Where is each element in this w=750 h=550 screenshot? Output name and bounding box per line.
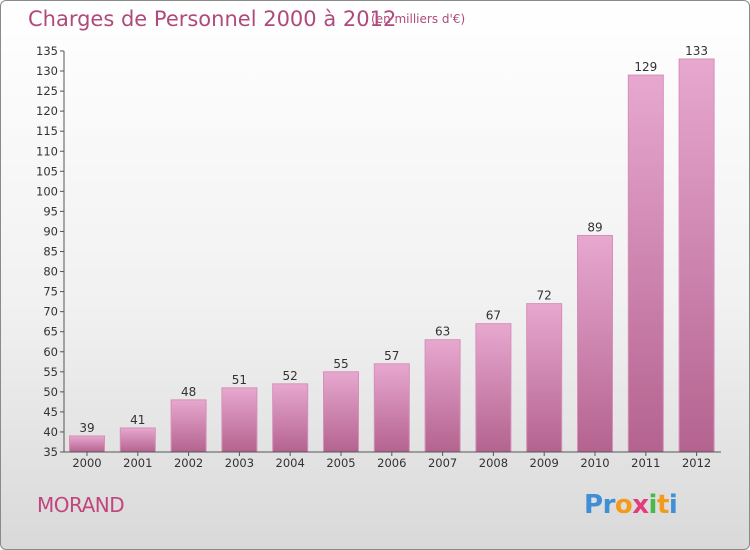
bar-value-label: 51 bbox=[232, 373, 247, 387]
y-tick-label: 90 bbox=[43, 224, 58, 238]
y-tick-label: 120 bbox=[36, 104, 58, 118]
logo-letter: t bbox=[656, 490, 669, 520]
bar-value-label: 89 bbox=[587, 220, 602, 234]
proxiti-logo[interactable]: Proxiti bbox=[584, 490, 678, 520]
bar-value-label: 55 bbox=[333, 357, 348, 371]
y-tick-label: 105 bbox=[36, 164, 58, 178]
x-tick-label: 2008 bbox=[479, 456, 508, 470]
y-tick-label: 85 bbox=[43, 245, 58, 259]
bar-2007[interactable] bbox=[424, 339, 461, 453]
y-tick-label: 110 bbox=[36, 144, 58, 158]
logo-letter: i bbox=[648, 490, 658, 520]
bar-value-label: 67 bbox=[486, 309, 501, 323]
y-tick-label: 95 bbox=[43, 204, 58, 218]
bar-value-label: 133 bbox=[685, 44, 708, 58]
bars-group: 39 41 48 51 52 55 57 63 67 72 89 129 133 bbox=[69, 44, 715, 453]
bar-2003[interactable] bbox=[221, 387, 258, 453]
x-tick-label: 2003 bbox=[225, 456, 254, 470]
y-tick-label: 135 bbox=[36, 44, 58, 58]
x-tick-label: 2005 bbox=[326, 456, 355, 470]
logo-letter: o bbox=[614, 490, 633, 520]
y-tick-label: 115 bbox=[36, 124, 58, 138]
bar-value-label: 129 bbox=[634, 60, 657, 74]
y-axis: 35 40 45 50 55 60 65 70 75 80 85 90 95 100 105 110 115 12… bbox=[36, 44, 65, 459]
logo-letter: P bbox=[584, 490, 603, 520]
y-tick-label: 130 bbox=[36, 64, 58, 78]
y-tick-label: 100 bbox=[36, 184, 58, 198]
bar-value-label: 57 bbox=[384, 349, 399, 363]
y-tick-label: 35 bbox=[43, 445, 58, 459]
unit-label: (en milliers d'€) bbox=[371, 12, 466, 26]
bar-value-label: 41 bbox=[130, 413, 145, 427]
bar-value-label: 63 bbox=[435, 325, 450, 339]
y-tick-label: 40 bbox=[43, 425, 58, 439]
y-tick-label: 125 bbox=[36, 84, 58, 98]
bar-2000[interactable] bbox=[69, 435, 105, 453]
x-tick-label: 2009 bbox=[530, 456, 559, 470]
chart-title: Charges de Personnel 2000 à 2012 bbox=[28, 7, 397, 31]
y-tick-label: 45 bbox=[43, 405, 58, 419]
bar-2001[interactable] bbox=[119, 427, 156, 453]
bar-2008[interactable] bbox=[475, 323, 512, 453]
bar-2005[interactable] bbox=[323, 371, 359, 453]
bar-2002[interactable] bbox=[170, 399, 207, 453]
x-axis: 2000 2001 2002 2003 2004 2005 2006 2007 2008 2009… bbox=[64, 451, 721, 470]
y-tick-label: 65 bbox=[43, 325, 58, 339]
bar-2004[interactable] bbox=[272, 383, 309, 453]
logo-letter: i bbox=[668, 490, 678, 520]
y-tick-label: 70 bbox=[43, 305, 58, 319]
x-tick-label: 2000 bbox=[72, 456, 101, 470]
bar-2011[interactable] bbox=[627, 74, 664, 453]
x-tick-label: 2010 bbox=[580, 456, 609, 470]
x-tick-label: 2006 bbox=[377, 456, 406, 470]
x-tick-label: 2011 bbox=[631, 456, 660, 470]
y-tick-label: 60 bbox=[43, 345, 58, 359]
x-tick-label: 2012 bbox=[682, 456, 711, 470]
x-tick-label: 2004 bbox=[276, 456, 305, 470]
bar-value-label: 72 bbox=[537, 289, 552, 303]
logo-letter: x bbox=[632, 490, 649, 520]
bar-2010[interactable] bbox=[577, 234, 613, 453]
y-tick-label: 50 bbox=[43, 385, 58, 399]
bar-2006[interactable] bbox=[373, 363, 410, 453]
city-name: MORAND bbox=[37, 493, 125, 517]
y-tick-label: 55 bbox=[43, 365, 58, 379]
bar-2009[interactable] bbox=[526, 303, 563, 453]
logo-letter: r bbox=[602, 490, 616, 520]
y-tick-label: 75 bbox=[43, 285, 58, 299]
y-tick-label: 80 bbox=[43, 265, 58, 279]
bar-2012[interactable] bbox=[678, 58, 715, 453]
bar-value-label: 48 bbox=[181, 385, 196, 399]
bar-value-label: 39 bbox=[79, 421, 94, 435]
bar-value-label: 52 bbox=[283, 369, 298, 383]
x-tick-label: 2001 bbox=[123, 456, 152, 470]
x-tick-label: 2002 bbox=[174, 456, 203, 470]
x-tick-label: 2007 bbox=[428, 456, 457, 470]
